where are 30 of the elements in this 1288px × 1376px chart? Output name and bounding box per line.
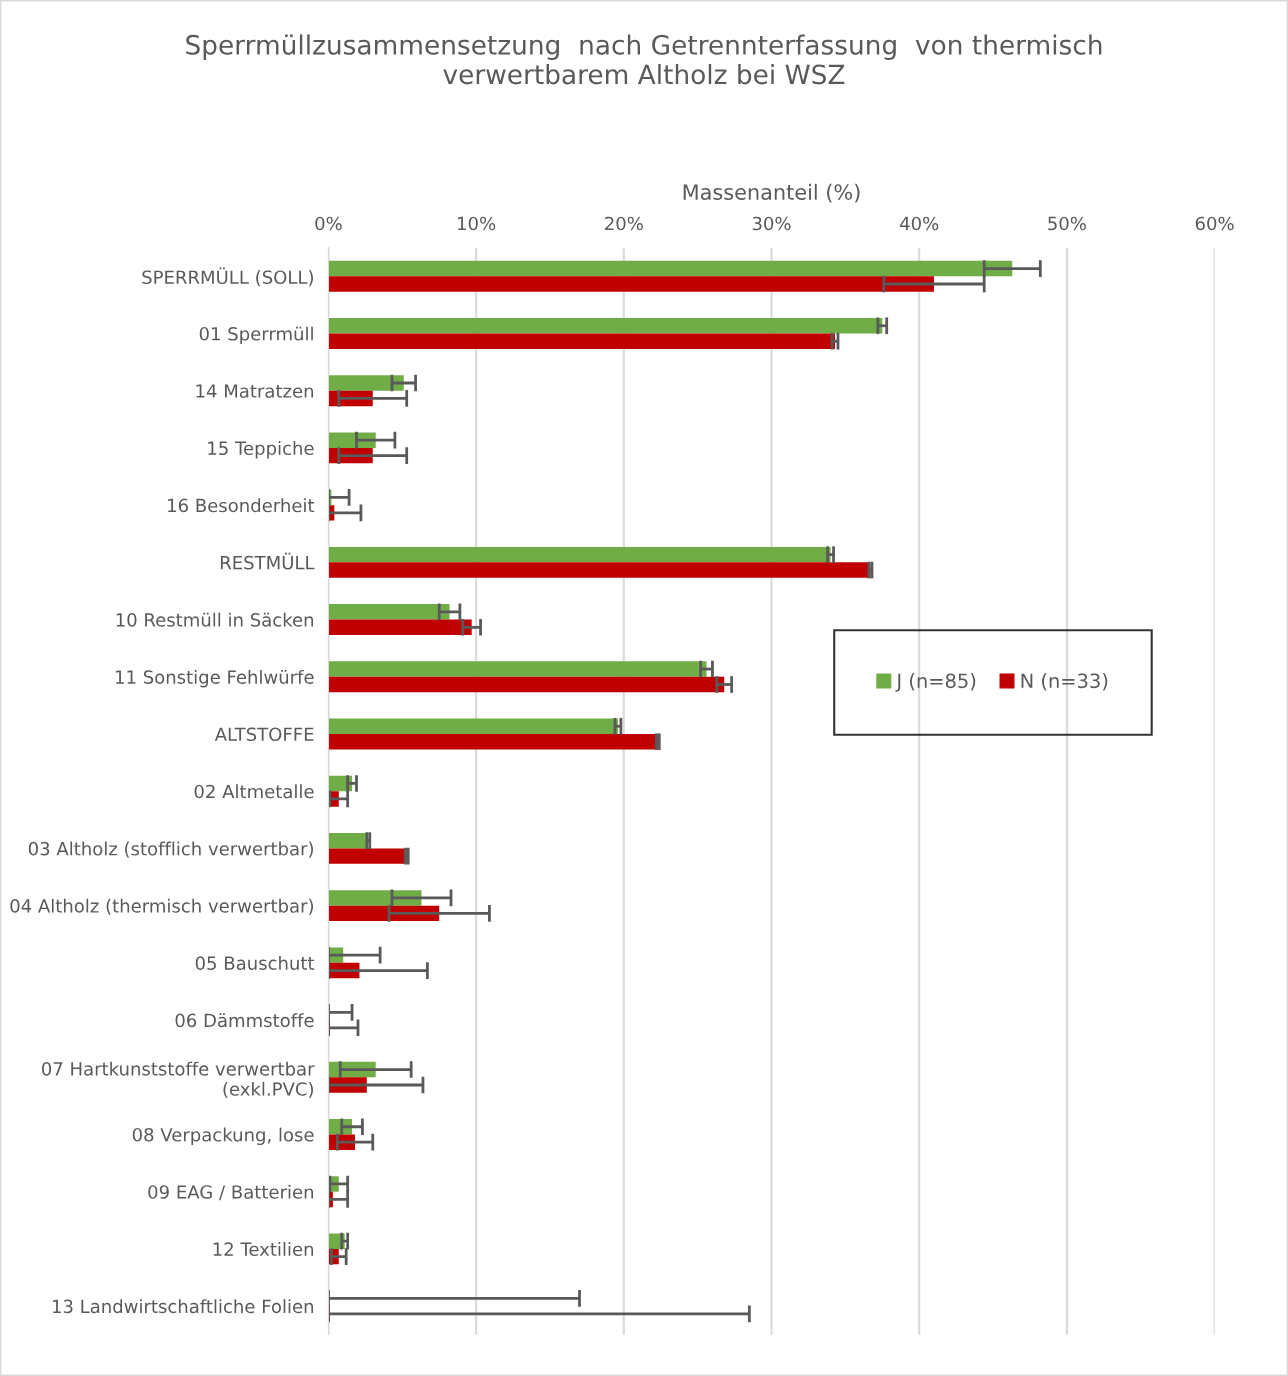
y-tick-label: 10 Restmüll in Säcken	[116, 612, 314, 627]
y-tick-label: ALTSTOFFE	[214, 727, 314, 742]
y-tick-label: 14 Matratzen	[196, 384, 314, 398]
x-tick-label: 20%	[605, 216, 643, 231]
x-axis-title: Massenanteil (%)	[683, 183, 860, 203]
y-tick-label: 08 Verpackung, lose	[132, 1127, 314, 1146]
y-tick-label: 04 Altholz (thermisch verwertbar)	[10, 898, 314, 915]
y-tick-label: 11 Sonstige Fehlwürfe	[116, 669, 314, 688]
y-tick-label: 06 Dämmstoffe	[175, 1013, 314, 1028]
x-tick-label: 50%	[1048, 216, 1086, 231]
y-tick-label: 02 Altmetalle	[194, 784, 314, 799]
y-tick-label: 09 EAG / Batterien	[148, 1184, 314, 1201]
x-tick-label: 60%	[1195, 216, 1234, 231]
y-tick-label: RESTMÜLL	[220, 552, 315, 570]
y-tick-label: 07 Hartkunststoffe verwertbar (exkl.PVC)	[41, 1061, 315, 1098]
y-tick-label: 05 Bauschutt	[195, 955, 315, 970]
x-tick-label: 0%	[315, 216, 342, 231]
x-tick-label: 30%	[752, 216, 791, 231]
legend-label: J (n=85)	[895, 673, 976, 692]
y-tick-label: SPERRMÜLL (SOLL)	[142, 267, 313, 287]
y-tick-label: 01 Sperrmüll	[199, 326, 313, 345]
chart-title: Sperrmüllzusammensetzung nach Getrennterfassung von thermisch verwertbarem Altholz bei WSZ	[186, 34, 1102, 85]
y-tick-label: 03 Altholz (stofflich verwertbar)	[28, 841, 314, 858]
x-tick-label: 10%	[458, 216, 496, 231]
legend-label: N (n=33)	[1021, 673, 1108, 691]
y-tick-label: 12 Textilien	[213, 1242, 314, 1257]
y-tick-label: 16 Besonderheit	[168, 498, 315, 513]
x-tick-label: 40%	[900, 216, 939, 231]
y-tick-label: 13 Landwirtschaftliche Folien	[52, 1299, 314, 1314]
y-tick-label: 15 Teppiche	[208, 441, 314, 459]
